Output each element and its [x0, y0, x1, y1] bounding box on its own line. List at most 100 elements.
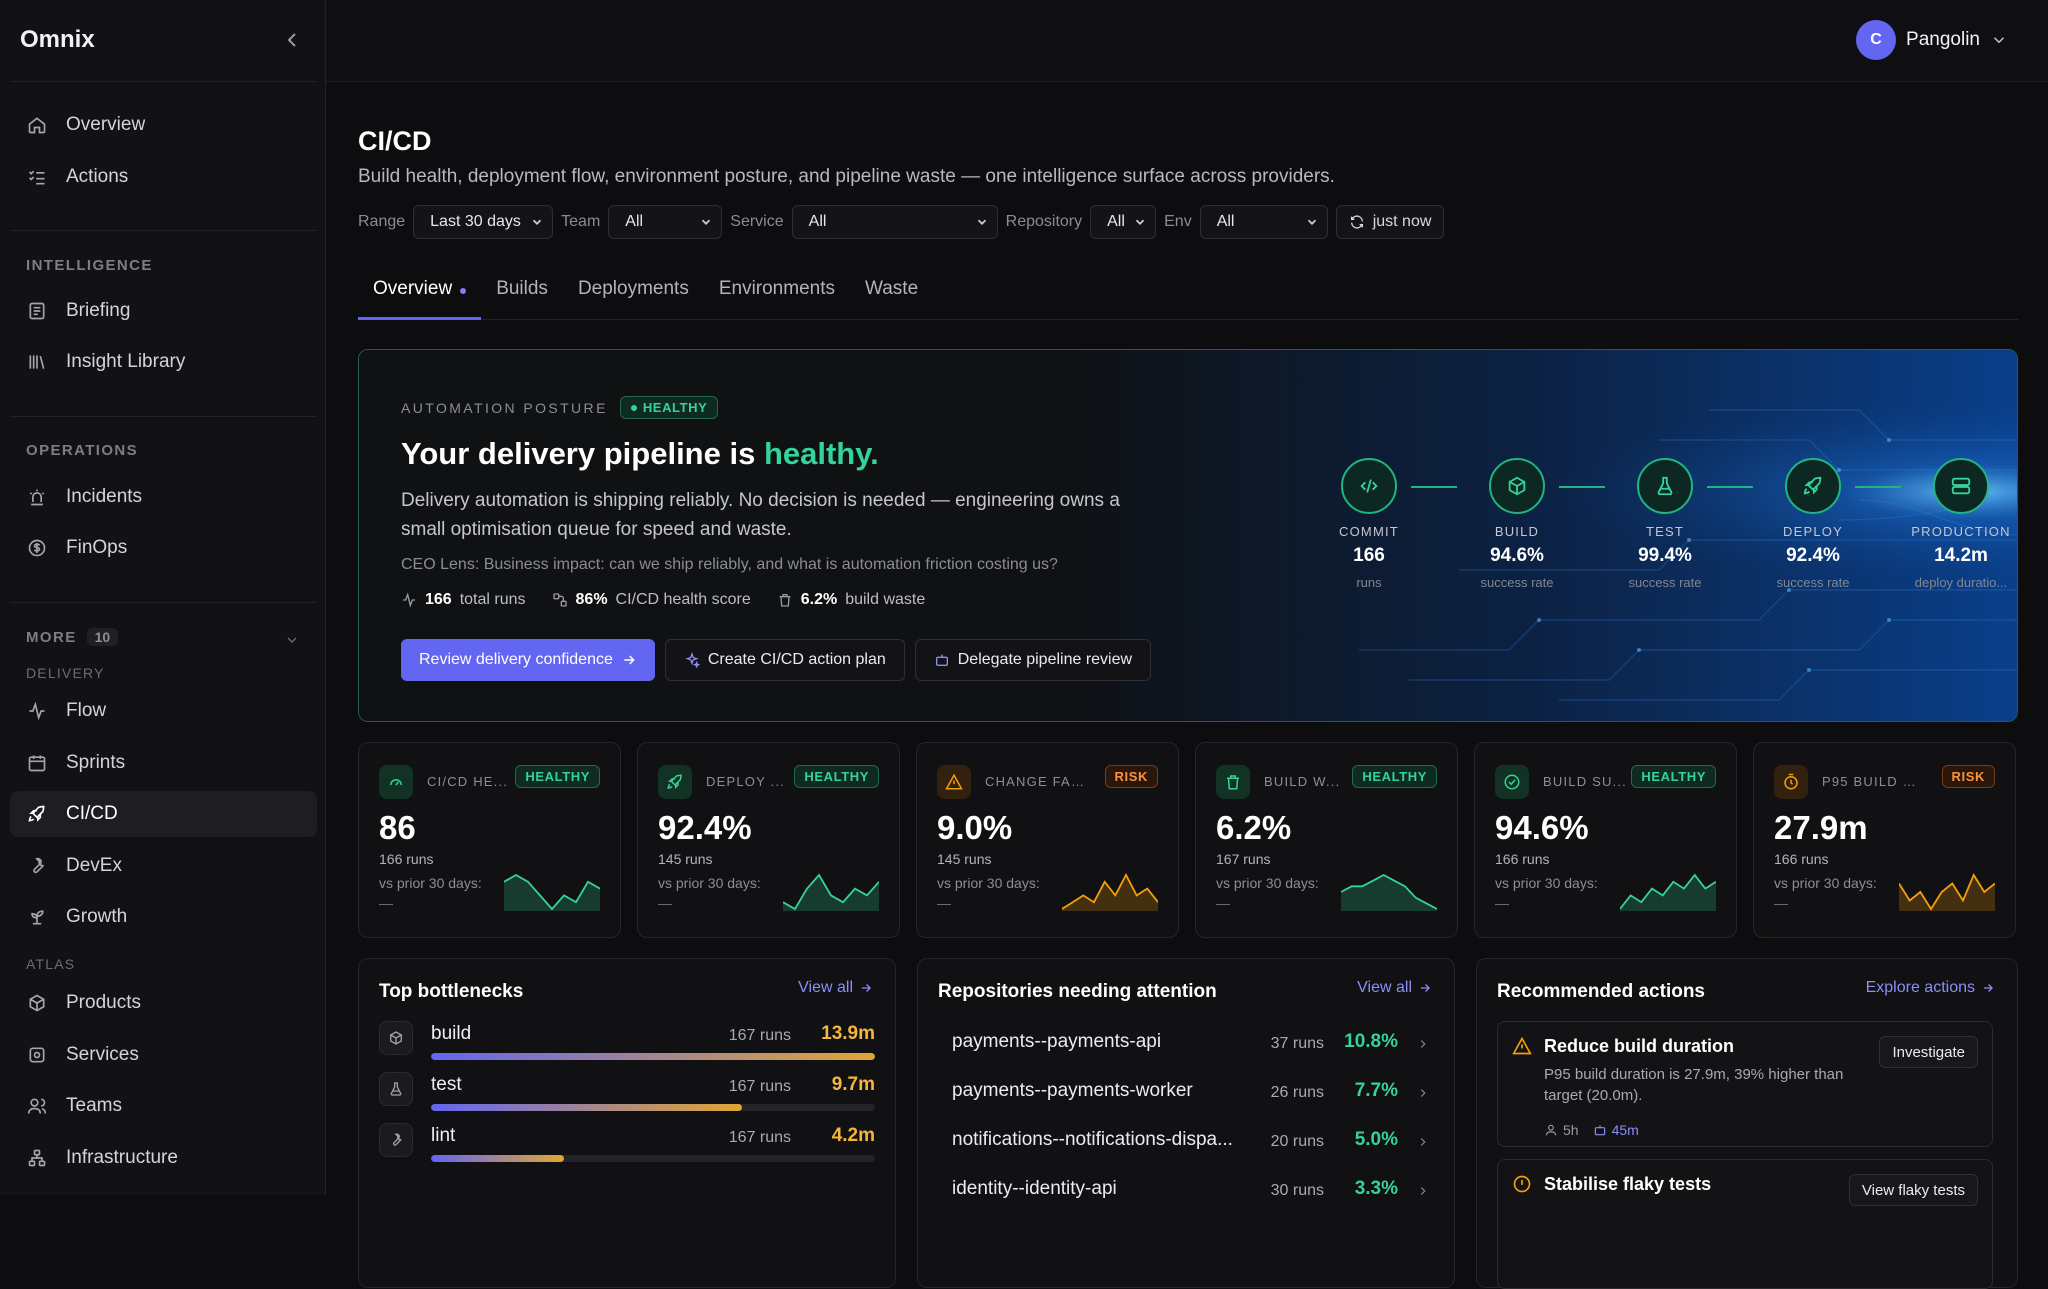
sidebar-item-actions[interactable]: Actions — [10, 154, 317, 200]
timer-icon — [1774, 765, 1808, 799]
view-all-bottlenecks-link[interactable]: View all — [798, 979, 873, 997]
wrench-icon — [26, 855, 48, 877]
bottleneck-row[interactable]: build 167 runs 13.9m — [379, 1021, 875, 1069]
stat-label: CI/CD health score — [615, 591, 751, 608]
team-select[interactable]: All — [608, 205, 723, 239]
kpi-card[interactable]: BUILD SU... HEALTHY 94.6% 166 runs vs pr… — [1474, 742, 1737, 938]
env-select[interactable]: All — [1199, 205, 1328, 239]
sparkline — [1062, 873, 1158, 911]
sidebar-item-services[interactable]: Services — [10, 1032, 317, 1078]
collapse-sidebar-button[interactable] — [280, 28, 304, 52]
code-icon — [1341, 458, 1397, 514]
repo-runs: 30 runs — [1270, 1182, 1324, 1199]
sidebar-item-devex[interactable]: DevEx — [10, 843, 317, 889]
sidebar-item-label: Services — [66, 1044, 139, 1065]
sidebar-item-overview[interactable]: Overview — [10, 102, 317, 148]
active-dot-icon — [460, 288, 467, 294]
sidebar-item-cicd[interactable]: CI/CD — [10, 791, 317, 837]
sidebar-item-label: Briefing — [66, 300, 131, 321]
explore-actions-link[interactable]: Explore actions — [1866, 979, 1995, 997]
repository-select[interactable]: All — [1090, 205, 1157, 239]
kpi-card[interactable]: P95 BUILD DU... RISK 27.9m 166 runs vs p… — [1753, 742, 2016, 938]
kpi-card[interactable]: CHANGE FAIL... RISK 9.0% 145 runs vs pri… — [916, 742, 1179, 938]
sidebar-item-insight-library[interactable]: Insight Library — [10, 339, 317, 385]
tab-waste[interactable]: Waste — [850, 278, 933, 320]
action-card[interactable]: Stabilise flaky tests View flaky tests — [1497, 1159, 1993, 1289]
sidebar-item-label: Sprints — [66, 752, 126, 773]
bottleneck-row[interactable]: lint 167 runs 4.2m — [379, 1123, 875, 1171]
sidebar-item-sprints[interactable]: Sprints — [10, 740, 317, 786]
view-all-repos-link[interactable]: View all — [1357, 979, 1432, 997]
action-card[interactable]: Reduce build duration P95 build duration… — [1497, 1021, 1993, 1147]
refresh-button[interactable]: just now — [1335, 205, 1445, 239]
delegate-review-button[interactable]: Delegate pipeline review — [914, 639, 1152, 681]
review-delivery-confidence-button[interactable]: Review delivery confidence — [401, 639, 655, 681]
stage-label: TEST — [1645, 524, 1685, 539]
library-icon — [26, 351, 48, 373]
sidebar-item-briefing[interactable]: Briefing — [10, 288, 317, 334]
rocket-icon — [1785, 458, 1841, 514]
kpi-card[interactable]: CI/CD HE... HEALTHY 86 166 runs vs prior… — [358, 742, 621, 938]
kpi-delta: — — [1216, 895, 1230, 911]
tab-label: Environments — [718, 278, 835, 299]
stat-value: 166 — [425, 591, 452, 608]
bottleneck-row[interactable]: test 167 runs 9.7m — [379, 1072, 875, 1120]
sidebar-item-infrastructure[interactable]: Infrastructure — [10, 1135, 317, 1181]
tab-overview[interactable]: Overview — [358, 278, 482, 320]
kpi-value: 94.6% — [1495, 809, 1589, 846]
user-menu[interactable]: C Pangolin — [1856, 20, 2008, 60]
hero-eyebrow: AUTOMATION POSTURE HEALTHY — [401, 396, 719, 419]
chevron-down-icon[interactable] — [284, 632, 302, 650]
service-select[interactable]: All — [791, 205, 998, 239]
kpi-card[interactable]: DEPLOY ... HEALTHY 92.4% 145 runs vs pri… — [637, 742, 900, 938]
sidebar-item-incidents[interactable]: Incidents — [10, 474, 317, 520]
stat-label: total runs — [459, 591, 526, 608]
stage-value: 94.6% — [1490, 545, 1544, 566]
repo-row[interactable]: payments--payments-worker 26 runs 7.7% — [930, 1070, 1436, 1116]
kpi-label: BUILD W... — [1264, 774, 1341, 789]
sidebar-item-flow[interactable]: Flow — [10, 688, 317, 734]
page-subtitle: Build health, deployment flow, environme… — [358, 166, 1335, 187]
kpi-prior: vs prior 30 days: — [1495, 875, 1598, 891]
warning-icon — [1512, 1036, 1532, 1055]
kpi-prior: vs prior 30 days: — [658, 875, 761, 891]
create-action-plan-button[interactable]: Create CI/CD action plan — [664, 639, 905, 681]
sidebar-item-growth[interactable]: Growth — [10, 894, 317, 940]
repo-row[interactable]: notifications--notifications-dispa... 20… — [930, 1119, 1436, 1165]
trash-icon — [1216, 765, 1250, 799]
range-select[interactable]: Last 30 days — [413, 205, 554, 239]
gauge-icon — [379, 765, 413, 799]
sidebar-item-teams[interactable]: Teams — [10, 1083, 317, 1129]
kpi-runs: 145 runs — [658, 851, 713, 867]
kpi-label: P95 BUILD DU... — [1822, 774, 1922, 789]
network-icon — [26, 1147, 48, 1169]
repositories-panel: Repositories needing attention View all … — [917, 958, 1455, 1288]
kpi-card[interactable]: BUILD W... HEALTHY 6.2% 167 runs vs prio… — [1195, 742, 1458, 938]
tab-deployments[interactable]: Deployments — [563, 278, 704, 320]
sidebar-item-finops[interactable]: FinOps — [10, 525, 317, 571]
bottleneck-bar-track — [431, 1104, 875, 1111]
sparkline-line — [783, 873, 879, 911]
sidebar-item-label: Teams — [66, 1095, 122, 1116]
tab-environments[interactable]: Environments — [704, 278, 850, 320]
more-toggle[interactable]: MORE 10 — [26, 628, 119, 646]
stage-sub: deploy duratio... — [1914, 575, 2008, 590]
sparkles-icon — [685, 652, 700, 668]
sparkline-area — [783, 875, 879, 911]
sidebar-item-label: Flow — [66, 700, 107, 721]
tab-builds[interactable]: Builds — [481, 278, 563, 320]
headline-accent: healthy. — [763, 436, 879, 471]
repository-value: All — [1107, 213, 1125, 230]
range-label: Range — [358, 213, 406, 230]
view-flaky-tests-button[interactable]: View flaky tests — [1848, 1174, 1978, 1206]
repo-name: payments--payments-worker — [952, 1080, 1193, 1101]
kpi-value: 27.9m — [1774, 809, 1868, 846]
repo-row[interactable]: payments--payments-api 37 runs 10.8% — [930, 1021, 1436, 1067]
investigate-button[interactable]: Investigate — [1879, 1036, 1978, 1068]
sparkline — [783, 873, 879, 911]
repo-runs: 20 runs — [1270, 1133, 1324, 1150]
section-label-delivery: DELIVERY — [26, 665, 105, 681]
repo-row[interactable]: identity--identity-api 30 runs 3.3% — [930, 1168, 1436, 1214]
status-dot-icon — [630, 404, 637, 411]
sidebar-item-products[interactable]: Products — [10, 980, 317, 1026]
